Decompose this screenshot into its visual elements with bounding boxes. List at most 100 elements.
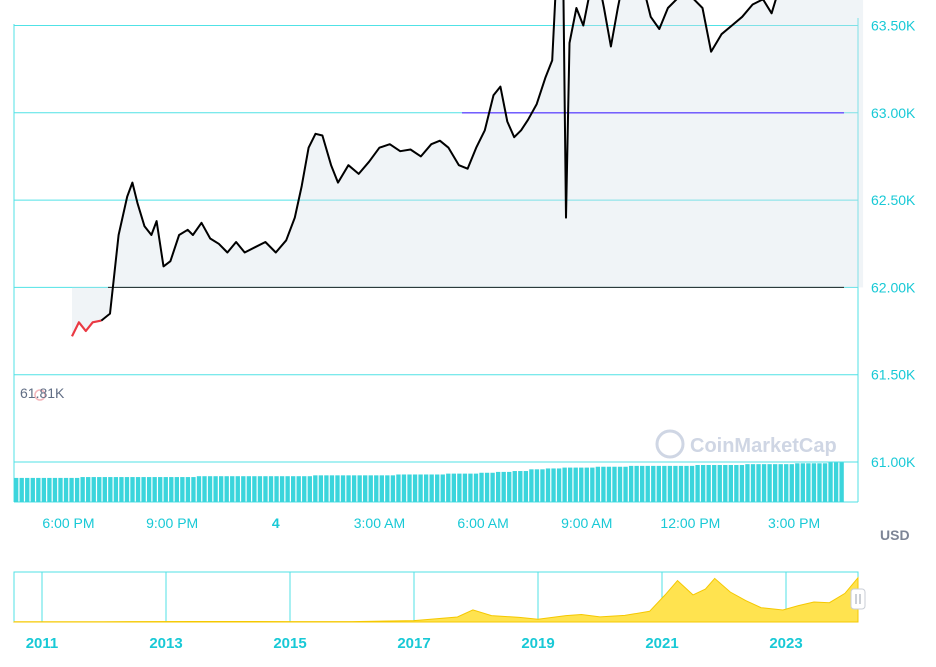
volume-bar [213, 476, 218, 502]
volume-bar [86, 477, 91, 502]
volume-bar [108, 477, 113, 502]
start-marker [34, 389, 46, 401]
volume-bar [180, 477, 185, 502]
volume-bar [74, 477, 80, 502]
volume-bar [562, 467, 567, 502]
volume-bar [606, 466, 612, 502]
volume-bar [14, 477, 19, 502]
volume-bar [645, 465, 650, 502]
volume-bar [568, 467, 573, 502]
navigator-tick-label: 2023 [769, 635, 802, 652]
volume-bar [617, 466, 623, 502]
volume-bar [651, 465, 656, 502]
volume-bar [468, 473, 473, 502]
volume-bar [584, 467, 589, 502]
volume-bar [158, 477, 163, 502]
volume-bar [30, 477, 35, 502]
navigator-tick-label: 2011 [26, 635, 59, 652]
volume-bar [169, 477, 174, 502]
volume-bar [440, 474, 445, 502]
volume-bar [368, 475, 373, 502]
volume-bar [407, 474, 412, 502]
volume-bar [218, 476, 224, 502]
volume-bar [241, 476, 246, 502]
volume-bar [523, 471, 529, 502]
volume-bar [63, 477, 69, 502]
volume-bar [374, 475, 379, 502]
volume-bar [390, 475, 396, 502]
volume-bar [800, 463, 806, 502]
currency-label: USD [880, 527, 910, 543]
x-tick-label: 4 [272, 515, 280, 531]
price-line [100, 0, 777, 322]
volume-bar [141, 477, 146, 502]
volume-bar [230, 476, 235, 502]
volume-bar [579, 467, 584, 502]
volume-bar [590, 467, 595, 502]
volume-bar [540, 469, 545, 502]
volume-bar [518, 471, 523, 502]
volume-bar [656, 465, 661, 502]
volume-bar [174, 477, 179, 502]
volume-bar [545, 468, 551, 502]
volume-bar [396, 474, 401, 502]
x-tick-label: 6:00 PM [42, 515, 94, 531]
volume-bar [833, 462, 839, 502]
volume-bar [113, 477, 119, 502]
volume-bar [385, 475, 390, 502]
volume-bar [47, 477, 52, 502]
volume-bar [712, 465, 717, 502]
volume-bar [689, 465, 695, 502]
volume-bar [778, 464, 783, 502]
volume-bar [202, 476, 207, 502]
volume-bar [734, 465, 739, 502]
volume-bar [196, 476, 202, 502]
volume-bar [534, 469, 540, 502]
volume-bar [329, 475, 335, 502]
volume-bar [739, 465, 745, 502]
volume-bar [717, 465, 722, 502]
volume-bar [667, 465, 673, 502]
volume-bar [700, 465, 706, 502]
volume-bar [684, 465, 689, 502]
x-tick-label: 9:00 AM [561, 515, 612, 531]
volume-bar [418, 474, 423, 502]
volume-bar [706, 465, 711, 502]
volume-bar [185, 477, 191, 502]
volume-bar [257, 476, 263, 502]
x-tick-label: 3:00 AM [354, 515, 405, 531]
volume-bar [130, 477, 135, 502]
volume-bar [634, 465, 639, 502]
price-area-fill [72, 0, 864, 337]
volume-bar [207, 476, 213, 502]
navigator-tick-label: 2015 [273, 635, 306, 652]
navigator-tick-label: 2013 [149, 635, 182, 652]
volume-bar [828, 462, 833, 502]
volume-bar [423, 474, 429, 502]
volume-bar [678, 465, 684, 502]
volume-bar [806, 463, 811, 502]
volume-bar [490, 472, 495, 502]
x-tick-label: 12:00 PM [660, 515, 720, 531]
navigator-handle[interactable] [850, 588, 866, 610]
volume-bar [302, 476, 307, 502]
volume-bar [750, 464, 756, 502]
volume-bar [285, 476, 290, 502]
volume-bar [640, 465, 645, 502]
volume-bar [124, 477, 130, 502]
watermark-logo-icon [655, 429, 685, 459]
volume-bar [401, 474, 407, 502]
volume-bar [91, 477, 96, 502]
volume-bar [839, 462, 844, 502]
price-line-down [71, 319, 102, 337]
y-tick-label: 61.00K [871, 454, 916, 470]
volume-bar [357, 475, 362, 502]
y-tick-label: 61.50K [871, 367, 916, 383]
volume-bar [822, 463, 828, 502]
volume-bar [501, 471, 506, 502]
volume-bar [335, 475, 340, 502]
y-tick-label: 62.00K [871, 279, 916, 295]
volume-bar [673, 465, 678, 502]
volume-bar [457, 473, 462, 502]
volume-bar [556, 468, 562, 502]
